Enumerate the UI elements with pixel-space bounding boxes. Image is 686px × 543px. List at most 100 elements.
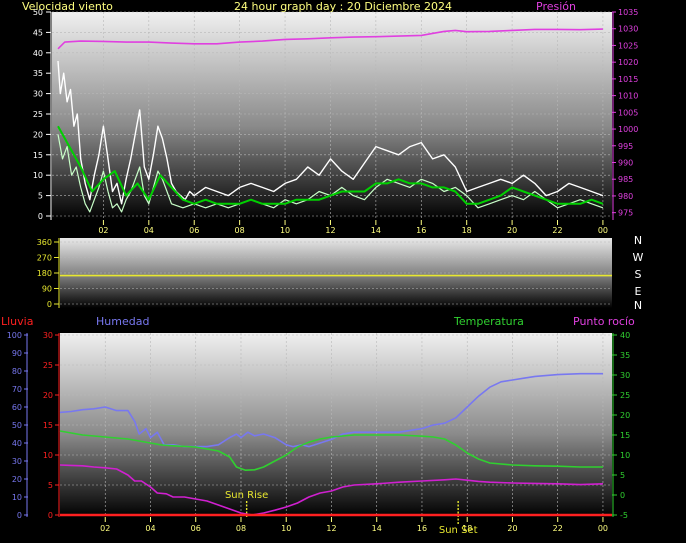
hour-tick-label: 16 [417, 524, 427, 533]
compass-w: W [633, 251, 644, 264]
wind-tick-label: 20 [33, 130, 43, 139]
temperature-axis: -5 0 5 10 15 20 25 30 35 40 [612, 331, 630, 520]
hour-tick-label: 02 [98, 226, 108, 235]
pressure-tick-label: 1010 [618, 92, 638, 101]
pressure-tick-label: 1030 [618, 25, 638, 34]
humidity-tick-label: 60 [12, 403, 22, 412]
pressure-line [57, 28, 603, 50]
temp-grid [60, 333, 612, 517]
wind-tick-label: 5 [38, 192, 43, 201]
humidity-label: Humedad [96, 315, 149, 328]
hour-tick-label: 00 [598, 524, 608, 533]
humidity-axis: 0 10 20 30 40 50 60 70 80 90 100 [7, 331, 28, 520]
temperature-tick-label: 30 [620, 371, 630, 380]
humidity-tick-label: 0 [17, 511, 22, 520]
rain-tick-label: 25 [43, 361, 53, 370]
wind-tick-label: 45 [33, 28, 43, 37]
compass-labels: N W S E N [633, 234, 644, 312]
compass-n-bottom: N [634, 299, 642, 312]
humidity-tick-label: 20 [12, 475, 22, 484]
pressure-tick-label: 1035 [618, 8, 638, 17]
wind-tick-label: 30 [33, 90, 43, 99]
wind-tick-label: 0 [38, 212, 43, 221]
temperature-label: Temperatura [453, 315, 524, 328]
wind-plot-area [52, 12, 612, 220]
direction-tick-label: 180 [37, 269, 52, 278]
dewpoint-label: Punto rocío [573, 315, 635, 328]
hour-tick-label: 10 [280, 226, 290, 235]
hour-tick-label: 12 [326, 524, 336, 533]
sunset-label: Sun Set [439, 525, 478, 536]
compass-n-top: N [634, 234, 642, 247]
hour-tick-label: 18 [462, 226, 472, 235]
hour-tick-label: 10 [281, 524, 291, 533]
pressure-tick-label: 1000 [618, 125, 638, 134]
wind-speed-axis: 0 5 10 15 20 25 30 35 40 45 50 [33, 8, 52, 221]
dewpoint-line [59, 464, 604, 516]
hour-tick-label: 02 [100, 524, 110, 533]
hour-tick-label: 06 [189, 226, 199, 235]
pressure-axis: 975 980 985 990 995 1000 1005 1010 1015 1020 1025 1… [612, 8, 638, 220]
wind-direction-panel: 0 90 180 270 360 [37, 238, 612, 309]
temperature-line [59, 430, 603, 472]
wind-grid [52, 11, 612, 220]
humidity-line [59, 372, 603, 448]
wind-tick-label: 10 [33, 171, 43, 180]
wind-speed-label: Velocidad viento [22, 0, 113, 13]
temperature-tick-label: 0 [620, 491, 625, 500]
direction-grid [60, 241, 612, 305]
temperature-tick-label: 40 [620, 331, 630, 340]
humidity-tick-label: 80 [12, 367, 22, 376]
temp-humidity-panel: 0 5 10 15 20 25 30 0 10 20 30 40 50 60 70 80 90 100 -5 0 5… [7, 331, 630, 533]
hour-axis-top: 02 04 06 08 10 12 14 16 18 20 22 00 [98, 220, 608, 235]
humidity-tick-label: 90 [12, 349, 22, 358]
direction-tick-label: 0 [47, 300, 52, 309]
hour-tick-label: 20 [507, 226, 517, 235]
rain-tick-label: 20 [43, 391, 53, 400]
hour-axis-bottom: 02 04 06 08 10 12 14 16 18 20 22 00 [100, 517, 608, 533]
pressure-tick-label: 975 [618, 209, 633, 218]
temperature-tick-label: 25 [620, 391, 630, 400]
pressure-tick-label: 1020 [618, 58, 638, 67]
rain-tick-label: 15 [43, 421, 53, 430]
hour-tick-label: 12 [325, 226, 335, 235]
wind-average-line [57, 125, 604, 205]
rain-tick-label: 30 [43, 331, 53, 340]
hour-tick-label: 14 [372, 524, 382, 533]
pressure-label: Presión [536, 0, 576, 13]
rain-label: Lluvia [1, 315, 33, 328]
pressure-tick-label: 1005 [618, 108, 638, 117]
hour-tick-label: 14 [371, 226, 381, 235]
temperature-tick-label: -5 [620, 511, 628, 520]
wind-pressure-marks [57, 28, 604, 213]
hour-tick-label: 04 [144, 226, 154, 235]
sunrise-label: Sun Rise [225, 490, 268, 501]
hour-tick-label: 04 [145, 524, 155, 533]
temp-humidity-marks [59, 372, 612, 525]
humidity-tick-label: 50 [12, 421, 22, 430]
wind-tick-label: 25 [33, 110, 43, 119]
wind-tick-label: 40 [33, 49, 43, 58]
direction-tick-label: 360 [37, 238, 52, 247]
pressure-tick-label: 995 [618, 142, 633, 151]
hour-tick-label: 00 [598, 226, 608, 235]
hour-tick-label: 08 [235, 226, 245, 235]
hour-tick-label: 06 [191, 524, 201, 533]
wind-tick-label: 50 [33, 8, 43, 17]
humidity-tick-label: 100 [7, 331, 22, 340]
hour-tick-label: 18 [462, 524, 472, 533]
temperature-tick-label: 10 [620, 451, 630, 460]
hour-tick-label: 16 [416, 226, 426, 235]
compass-s: S [635, 268, 642, 281]
rain-tick-label: 5 [48, 481, 53, 490]
rain-tick-label: 0 [48, 511, 53, 520]
direction-tick-label: 270 [37, 254, 52, 263]
humidity-tick-label: 40 [12, 439, 22, 448]
pressure-tick-label: 990 [618, 158, 633, 167]
hour-tick-label: 08 [236, 524, 246, 533]
direction-tick-label: 90 [42, 285, 52, 294]
wind-tick-label: 35 [33, 69, 43, 78]
wind-gust-line [57, 60, 604, 205]
